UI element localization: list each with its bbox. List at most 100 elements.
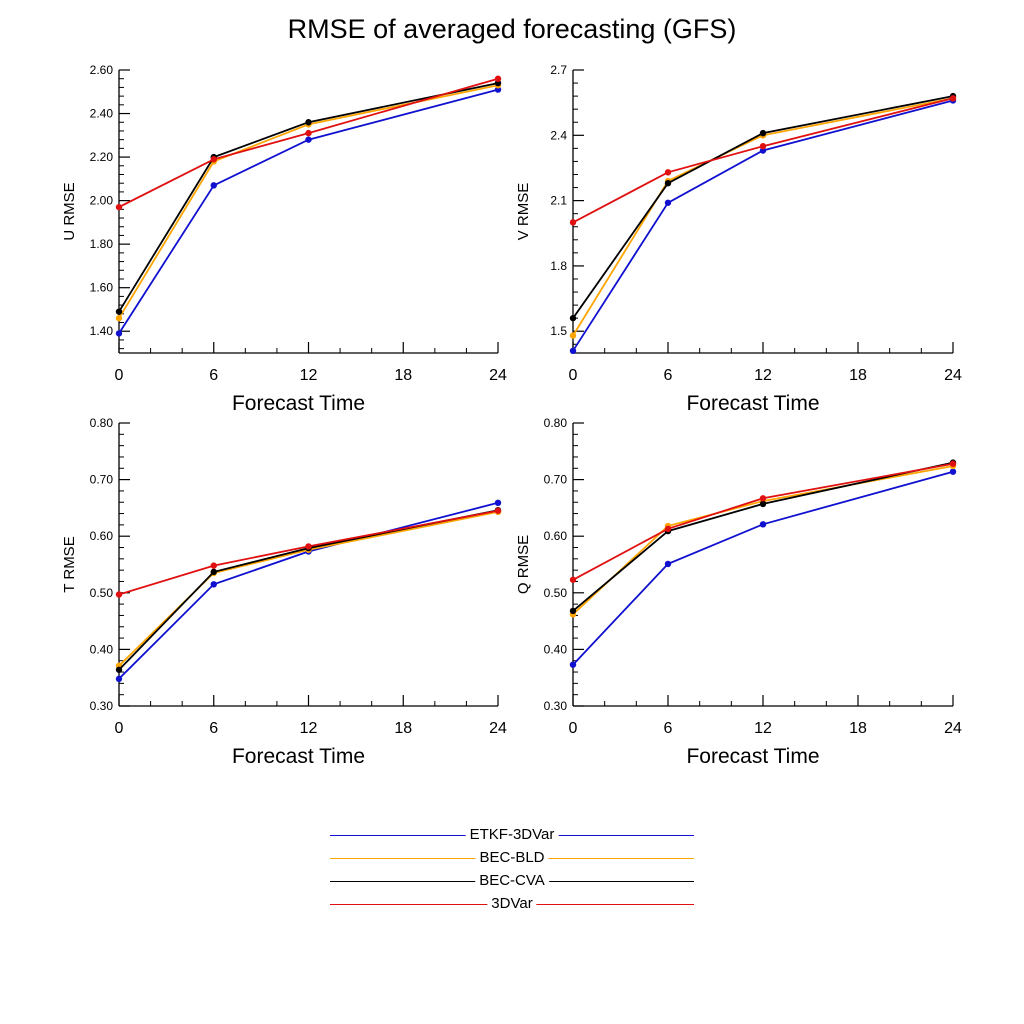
y-tick-label: 0.80 bbox=[90, 416, 114, 430]
series-line-bec-bld bbox=[118, 511, 499, 667]
x-tick-label: 12 bbox=[300, 367, 318, 384]
data-point-3dvar bbox=[210, 156, 217, 163]
series-line-etkf-3dvar bbox=[118, 501, 499, 680]
x-tick-label: 12 bbox=[300, 720, 318, 737]
data-point-3dvar bbox=[210, 562, 217, 569]
x-tick-label: 12 bbox=[754, 367, 772, 384]
data-point-3dvar bbox=[664, 169, 672, 176]
series-line-3dvar bbox=[572, 97, 954, 224]
data-point-etkf-3dvar bbox=[949, 468, 957, 475]
y-tick-label: 0.60 bbox=[544, 529, 568, 543]
data-point-etkf-3dvar bbox=[664, 199, 672, 206]
x-tick-label: 0 bbox=[569, 367, 578, 384]
x-tick-label: 24 bbox=[944, 367, 962, 384]
x-tick-label: 24 bbox=[489, 720, 507, 737]
legend-entry-bec-bld: BEC-BLD bbox=[330, 847, 694, 870]
data-point-bec-bld bbox=[569, 332, 577, 339]
y-tick-label: 0.30 bbox=[544, 699, 568, 713]
series-line-3dvar bbox=[118, 77, 499, 208]
figure-title: RMSE of averaged forecasting (GFS) bbox=[287, 14, 737, 44]
legend-entry-bec-cva: BEC-CVA bbox=[330, 870, 694, 893]
chart-panel-2: 1.5 1.8 2.1 2.4 2.7 0 6 12 18 24 Forecast Time V RM… bbox=[515, 63, 962, 415]
data-point-etkf-3dvar bbox=[569, 661, 577, 668]
data-point-3dvar bbox=[115, 591, 123, 598]
data-point-etkf-3dvar bbox=[494, 499, 502, 507]
series-line-3dvar bbox=[572, 462, 954, 581]
x-tick-label: 24 bbox=[944, 720, 962, 737]
data-point-bec-bld bbox=[115, 314, 123, 322]
data-point-bec-cva bbox=[569, 607, 577, 615]
data-point-bec-cva bbox=[664, 180, 672, 187]
data-point-etkf-3dvar bbox=[210, 581, 217, 588]
series-line-etkf-3dvar bbox=[572, 470, 954, 666]
data-point-3dvar bbox=[949, 95, 957, 102]
y-tick-label: 0.30 bbox=[90, 699, 114, 713]
legend-label-etkf-3dvar: ETKF-3DVar bbox=[465, 826, 559, 844]
y-tick-label: 0.40 bbox=[90, 642, 114, 656]
legend-entry-3dvar: 3DVar bbox=[330, 893, 694, 916]
y-tick-label: 0.80 bbox=[544, 416, 568, 430]
data-point-3dvar bbox=[494, 507, 502, 514]
data-point-etkf-3dvar bbox=[664, 560, 672, 568]
data-point-etkf-3dvar bbox=[210, 182, 217, 189]
data-point-3dvar bbox=[569, 219, 577, 226]
data-point-bec-cva bbox=[115, 308, 123, 315]
y-tick-label: 2.4 bbox=[550, 128, 567, 142]
y-tick-label: 2.00 bbox=[90, 194, 114, 208]
legend-label-3dvar: 3DVar bbox=[487, 895, 537, 913]
series-line-etkf-3dvar bbox=[118, 88, 499, 334]
x-tick-label: 0 bbox=[115, 367, 124, 384]
x-tick-label: 12 bbox=[754, 720, 772, 737]
x-tick-label: 18 bbox=[849, 720, 867, 737]
data-point-etkf-3dvar bbox=[115, 330, 123, 337]
legend-entry-etkf-3dvar: ETKF-3DVar bbox=[330, 824, 694, 847]
y-tick-label: 1.40 bbox=[90, 324, 114, 338]
y-axis-label: Q RMSE bbox=[515, 535, 532, 594]
y-tick-label: 1.5 bbox=[550, 324, 567, 338]
data-point-etkf-3dvar bbox=[305, 136, 312, 143]
data-point-etkf-3dvar bbox=[759, 521, 767, 528]
x-axis-label: Forecast Time bbox=[232, 392, 365, 415]
y-tick-label: 0.60 bbox=[90, 529, 114, 543]
series-line-bec-bld bbox=[118, 84, 499, 319]
series-line-bec-cva bbox=[118, 509, 499, 671]
series-line-bec-cva bbox=[572, 95, 954, 319]
data-point-3dvar bbox=[115, 203, 123, 211]
y-tick-label: 2.60 bbox=[90, 63, 114, 77]
x-tick-label: 0 bbox=[569, 720, 578, 737]
x-tick-label: 6 bbox=[209, 367, 218, 384]
data-point-3dvar bbox=[949, 460, 957, 467]
data-point-bec-cva bbox=[305, 119, 312, 126]
y-tick-label: 0.50 bbox=[544, 586, 568, 600]
series-line-3dvar bbox=[118, 509, 499, 596]
chart-panel-4: 0.30 0.40 0.50 0.60 0.70 0.80 0 6 12 18 24 Forecast… bbox=[515, 416, 962, 768]
data-point-3dvar bbox=[759, 142, 767, 150]
data-point-3dvar bbox=[305, 129, 312, 137]
y-tick-label: 0.70 bbox=[544, 473, 568, 487]
legend-label-bec-cva: BEC-CVA bbox=[475, 872, 549, 890]
series-line-etkf-3dvar bbox=[572, 99, 954, 352]
data-point-3dvar bbox=[759, 495, 767, 502]
data-point-bec-cva bbox=[569, 314, 577, 322]
data-point-3dvar bbox=[305, 543, 312, 550]
series-line-bec-cva bbox=[572, 461, 954, 612]
y-tick-label: 0.40 bbox=[544, 642, 568, 656]
y-tick-label: 0.70 bbox=[90, 473, 114, 487]
data-point-3dvar bbox=[494, 75, 502, 82]
y-axis-label: U RMSE bbox=[61, 182, 78, 240]
y-tick-label: 2.40 bbox=[90, 107, 114, 121]
x-tick-label: 0 bbox=[115, 720, 124, 737]
y-tick-label: 2.1 bbox=[550, 194, 567, 208]
x-tick-label: 24 bbox=[489, 367, 507, 384]
data-point-bec-cva bbox=[115, 666, 123, 673]
y-tick-label: 1.80 bbox=[90, 237, 114, 251]
data-point-bec-cva bbox=[210, 568, 217, 576]
y-axis-label: V RMSE bbox=[515, 183, 532, 241]
data-point-etkf-3dvar bbox=[115, 675, 123, 683]
x-tick-label: 18 bbox=[394, 367, 412, 384]
data-point-3dvar bbox=[664, 525, 672, 533]
chart-panel-1: 1.40 1.60 1.80 2.00 2.20 2.40 2.60 0 6 12 18 24 Fore… bbox=[61, 63, 507, 415]
y-tick-label: 0.50 bbox=[90, 586, 114, 600]
y-tick-label: 2.7 bbox=[550, 63, 567, 77]
